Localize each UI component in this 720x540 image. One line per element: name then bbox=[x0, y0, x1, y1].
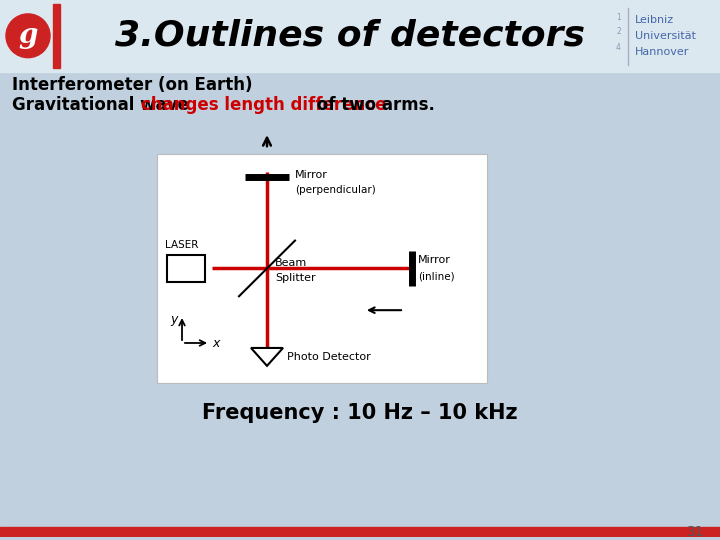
Polygon shape bbox=[251, 348, 283, 366]
Text: x: x bbox=[212, 338, 220, 350]
Text: Frequency : 10 Hz – 10 kHz: Frequency : 10 Hz – 10 kHz bbox=[202, 403, 518, 423]
Text: Mirror: Mirror bbox=[418, 255, 451, 266]
Bar bbox=[0, 527, 720, 537]
Text: Photo Detector: Photo Detector bbox=[287, 352, 371, 362]
Bar bbox=[0, 0, 720, 72]
Bar bbox=[53, 4, 60, 68]
Text: 3.Outlines of detectors: 3.Outlines of detectors bbox=[115, 19, 585, 53]
Bar bbox=[167, 254, 205, 282]
Text: (perpendicular): (perpendicular) bbox=[295, 185, 376, 195]
Text: changes length difference: changes length difference bbox=[141, 96, 387, 114]
Text: Leibniz: Leibniz bbox=[635, 15, 674, 25]
Text: y: y bbox=[171, 313, 178, 326]
Text: Universität: Universität bbox=[635, 31, 696, 41]
Text: Gravitational wave: Gravitational wave bbox=[12, 96, 194, 114]
Text: Mirror: Mirror bbox=[295, 170, 328, 180]
Text: Splitter: Splitter bbox=[275, 273, 315, 284]
Text: Beam: Beam bbox=[275, 259, 307, 268]
Text: g: g bbox=[18, 22, 37, 49]
Circle shape bbox=[6, 14, 50, 58]
Text: of two arms.: of two arms. bbox=[311, 96, 435, 114]
Text: 1: 1 bbox=[616, 14, 621, 22]
Bar bbox=[157, 154, 487, 383]
Text: Interferometer (on Earth): Interferometer (on Earth) bbox=[12, 77, 253, 94]
Text: Hannover: Hannover bbox=[635, 46, 689, 57]
Text: (inline): (inline) bbox=[418, 272, 454, 281]
Text: 31: 31 bbox=[688, 525, 705, 539]
Text: 2: 2 bbox=[616, 28, 621, 36]
Text: LASER: LASER bbox=[165, 240, 199, 249]
Text: 4: 4 bbox=[616, 43, 621, 52]
